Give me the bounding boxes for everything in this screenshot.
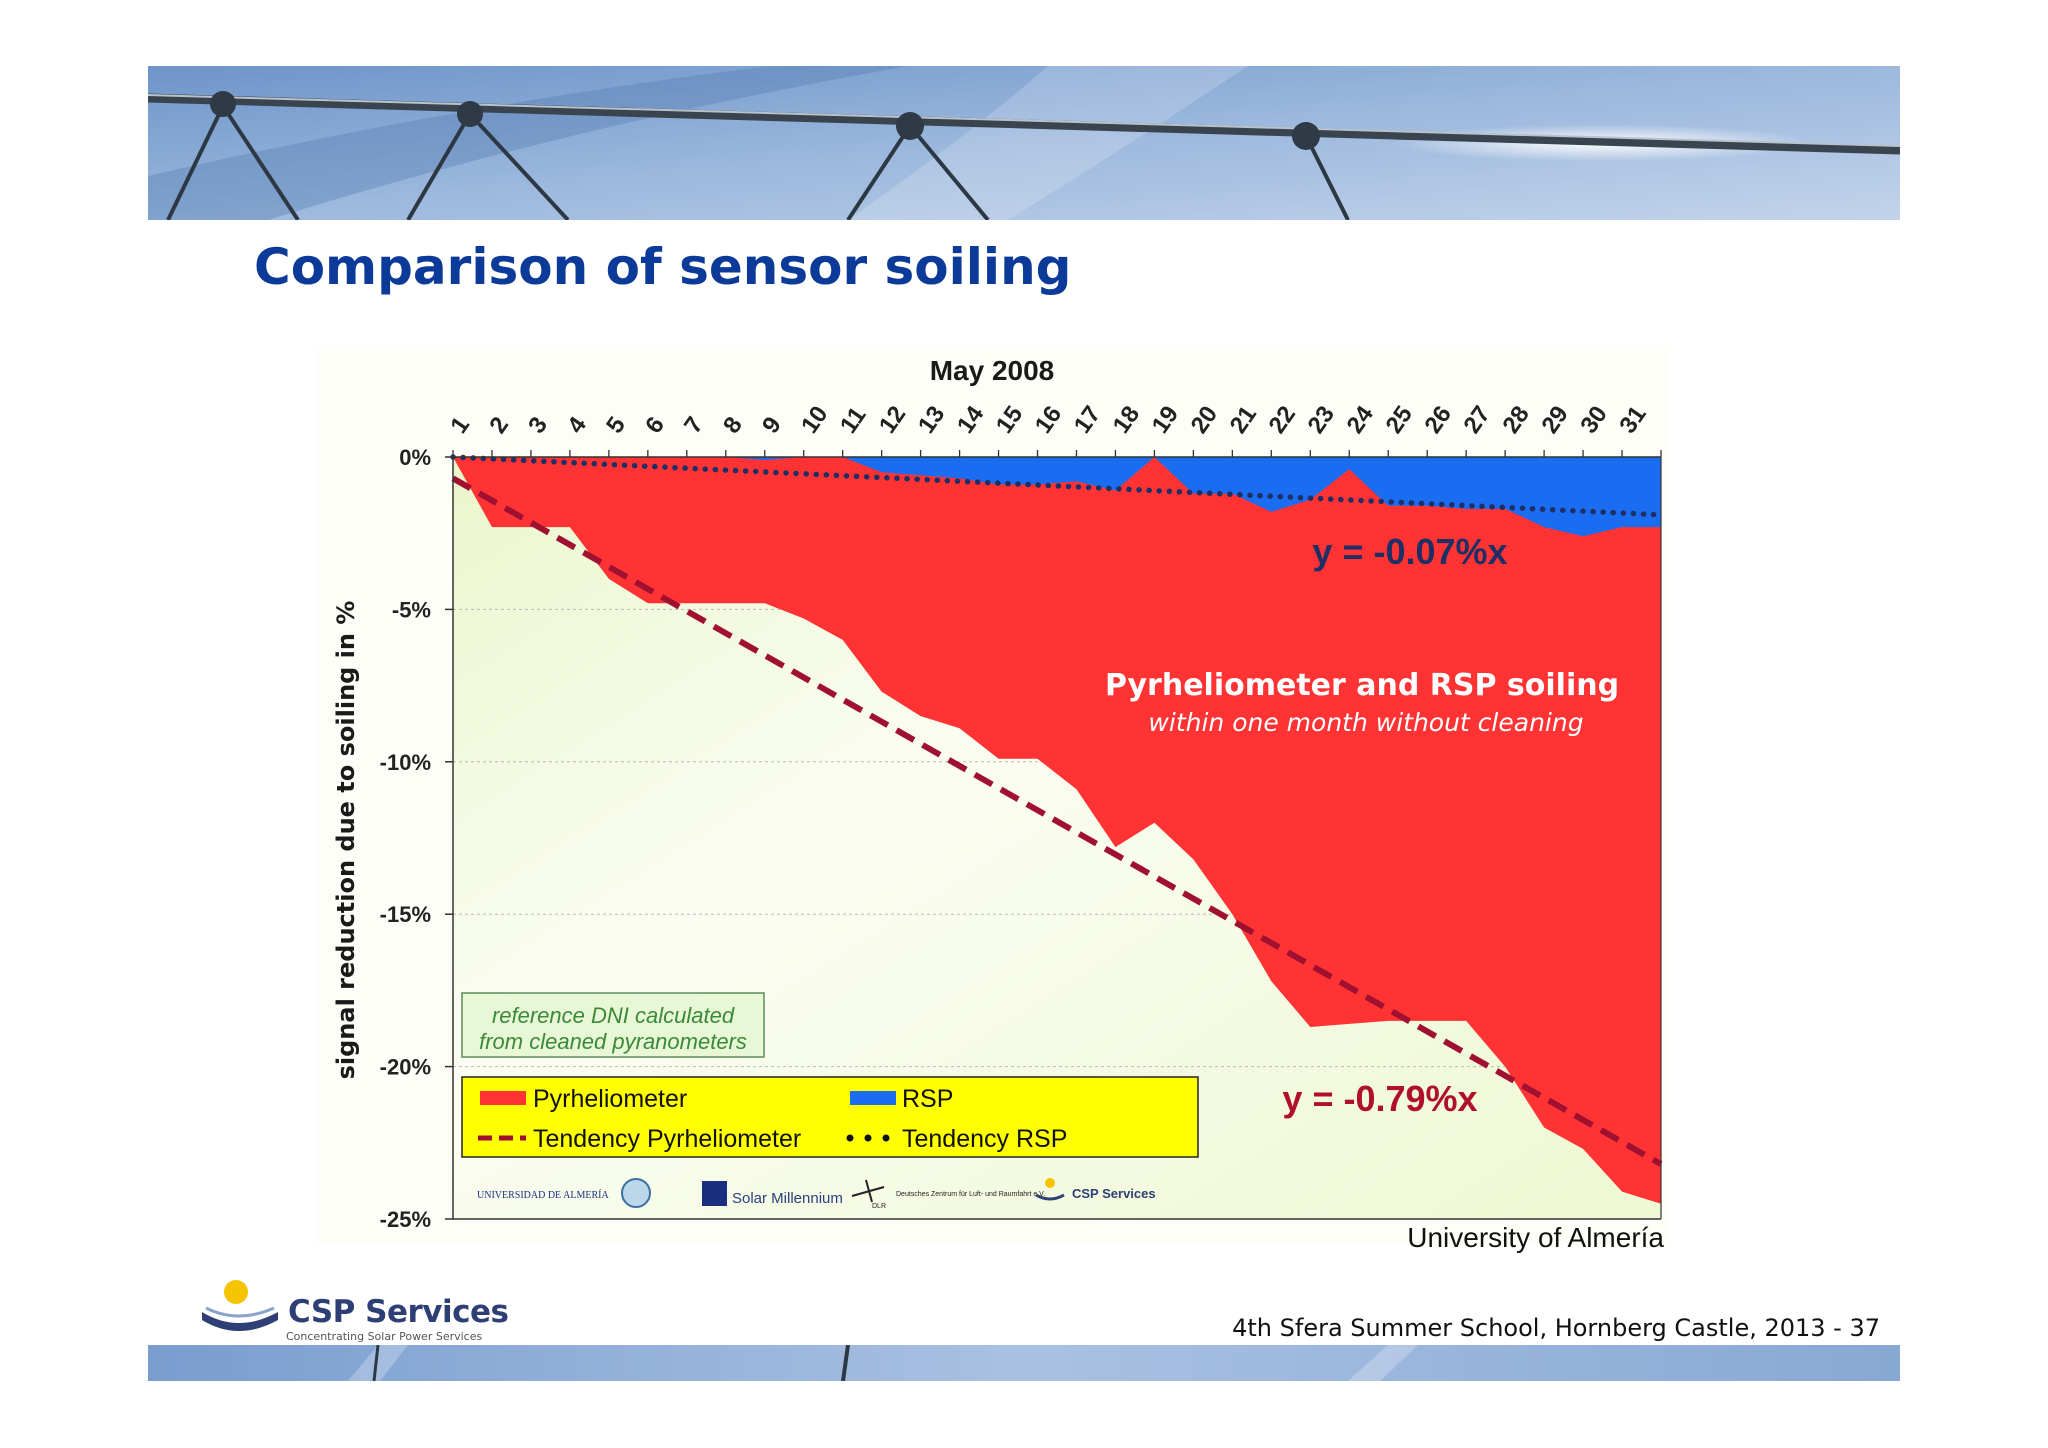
- reference-note: reference DNI calculated from cleaned py…: [461, 992, 765, 1058]
- legend-label-tendency-pyrheliometer: Tendency Pyrheliometer: [533, 1125, 801, 1153]
- logo-tagline: Concentrating Solar Power Services: [286, 1330, 483, 1343]
- partner-logos: UNIVERSIDAD DE ALMERÍA Solar Millennium …: [477, 1178, 1156, 1210]
- footer-photo-banner: [148, 1345, 1900, 1381]
- logo-name: CSP Services: [288, 1294, 509, 1330]
- almeria-seal-icon: [621, 1178, 651, 1208]
- slide-title: Comparison of sensor soiling: [254, 238, 1072, 296]
- legend: Pyrheliometer RSP Tendency Pyrheliometer…: [461, 1076, 1199, 1158]
- solar-millennium-icon: [702, 1181, 727, 1206]
- legend-label-pyrheliometer: Pyrheliometer: [533, 1085, 687, 1113]
- area-series-pyrheliometer: [453, 457, 1661, 1204]
- source-note: University of Almería: [1407, 1222, 1664, 1253]
- trend-line-pyrheliometer: [451, 475, 1663, 1167]
- partner-logo-dlr: Deutsches Zentrum für Luft- und Raumfahr…: [896, 1191, 1045, 1198]
- annotation-subline: within one month without cleaning: [1148, 708, 1583, 737]
- y-tick-label: -15%: [380, 902, 431, 927]
- area-series-rsp: [453, 457, 1661, 537]
- footer-text: 4th Sfera Summer School, Hornberg Castle…: [1232, 1314, 1880, 1342]
- chart-title: May 2008: [930, 355, 1055, 386]
- legend-swatch-pyrheliometer: [480, 1091, 526, 1105]
- header-photo-banner: [148, 66, 1900, 220]
- y-tick-label: 0%: [399, 445, 431, 470]
- legend-swatch-tendency-rsp: [846, 1134, 890, 1142]
- y-tick-label: -10%: [380, 750, 431, 775]
- trend-lines: [450, 454, 1664, 1167]
- partner-logo-solar-millennium: Solar Millennium: [732, 1190, 843, 1207]
- legend-swatch-rsp: [850, 1091, 896, 1105]
- y-tick-label: -20%: [380, 1055, 431, 1080]
- area-series: [453, 457, 1661, 1204]
- reference-note-line1: reference DNI calculated: [492, 1003, 735, 1028]
- csp-services-logo-icon: [202, 1280, 278, 1331]
- y-axis-label: signal reduction due to soiling in %: [332, 601, 360, 1080]
- y-tick-label: -5%: [392, 597, 431, 622]
- annotation-headline: Pyrheliometer and RSP soiling: [1105, 668, 1619, 703]
- pyr-equation: y = -0.79%x: [1282, 1078, 1477, 1119]
- y-tick-label: -25%: [380, 1207, 431, 1232]
- partner-logo-dlr-abbrev: DLR: [872, 1203, 886, 1210]
- rsp-equation: y = -0.07%x: [1312, 531, 1507, 572]
- partner-logo-csp: CSP Services: [1072, 1186, 1156, 1201]
- csp-services-small-icon: [1035, 1178, 1065, 1201]
- legend-box: [461, 1076, 1199, 1158]
- trend-line-rsp: [450, 454, 1664, 518]
- partner-logo-almeria: UNIVERSIDAD DE ALMERÍA: [477, 1189, 609, 1201]
- legend-label-rsp: RSP: [902, 1085, 953, 1113]
- legend-label-tendency-rsp: Tendency RSP: [902, 1125, 1067, 1153]
- reference-note-line2: from cleaned pyranometers: [479, 1029, 747, 1054]
- dlr-icon: [851, 1179, 885, 1203]
